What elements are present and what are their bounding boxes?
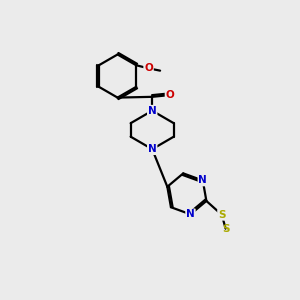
Text: N: N bbox=[148, 106, 157, 116]
Text: S: S bbox=[218, 210, 226, 220]
Text: O: O bbox=[166, 90, 174, 100]
Text: N: N bbox=[186, 209, 195, 219]
Text: O: O bbox=[144, 63, 153, 73]
Text: N: N bbox=[198, 176, 207, 185]
Text: S: S bbox=[223, 224, 230, 234]
Text: N: N bbox=[148, 144, 157, 154]
Text: S: S bbox=[227, 229, 228, 230]
